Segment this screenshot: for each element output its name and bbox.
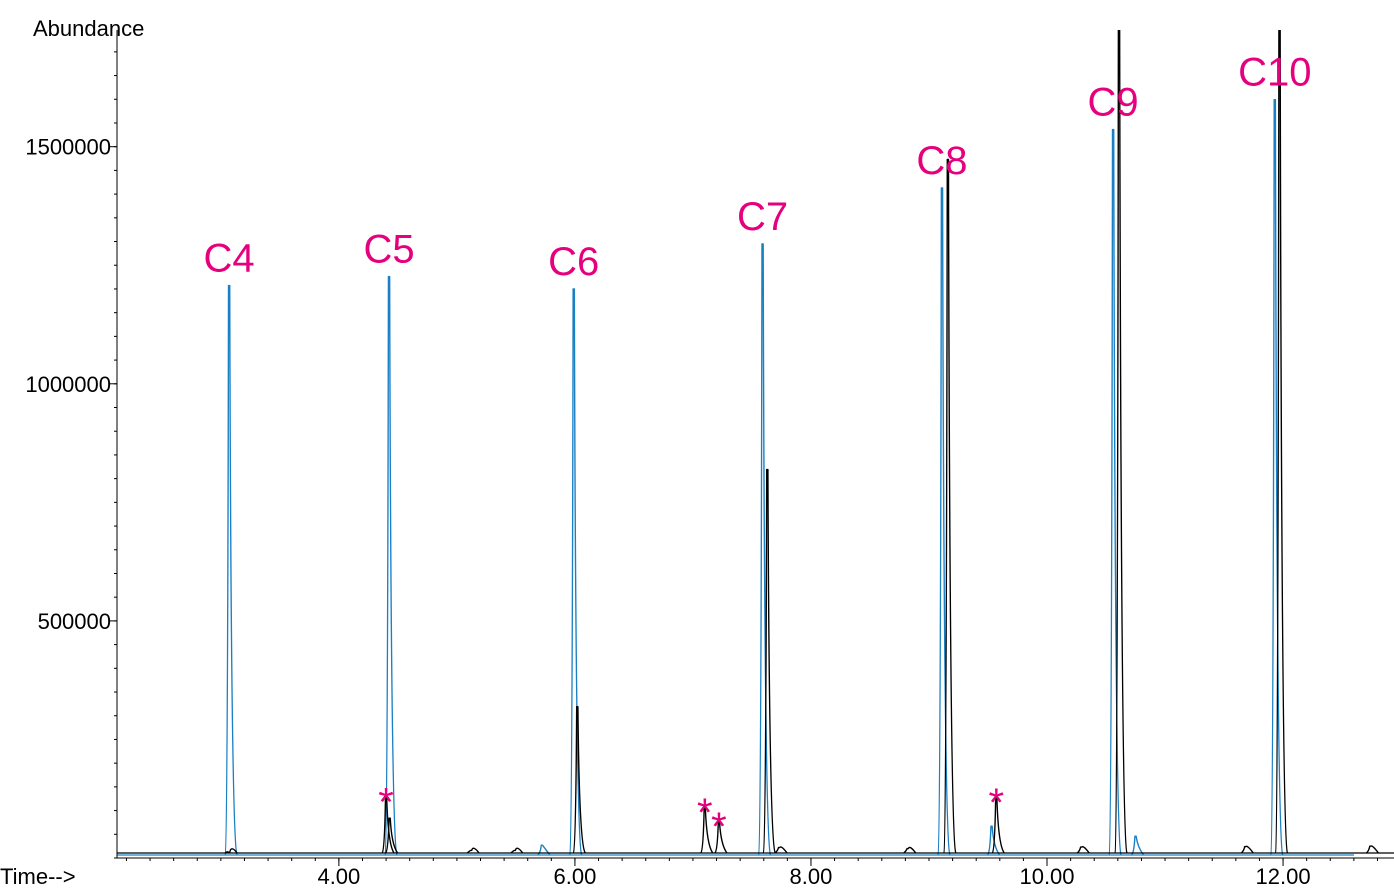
peak	[943, 158, 957, 854]
peak	[1076, 845, 1090, 854]
peak	[1270, 99, 1284, 856]
peak	[510, 847, 524, 854]
peak	[991, 797, 1005, 854]
peak	[1114, 30, 1128, 854]
peak	[1274, 30, 1289, 854]
y-tick-label: 500000	[38, 609, 111, 634]
peak-label: C5	[363, 228, 414, 272]
peak	[903, 846, 917, 854]
peak-marker: *	[711, 805, 727, 849]
peak	[1240, 845, 1254, 854]
peak	[381, 796, 395, 854]
peak	[757, 243, 772, 856]
peak	[1108, 128, 1122, 856]
peak-marker: *	[697, 791, 713, 835]
x-tick-label: 12.00	[1256, 864, 1311, 889]
x-tick-label: 4.00	[317, 864, 360, 889]
y-tick-label: 1500000	[25, 135, 111, 160]
peak	[466, 847, 480, 854]
x-axis-label: Time-->	[0, 864, 76, 889]
x-tick-label: 10.00	[1019, 864, 1074, 889]
x-tick-label: 6.00	[554, 864, 597, 889]
peak-label: C6	[548, 240, 599, 284]
y-axis-label: Abundance	[33, 16, 144, 41]
peak	[986, 825, 1001, 856]
peak-label: C7	[737, 195, 788, 239]
peak	[224, 848, 238, 854]
peak	[1130, 835, 1145, 856]
peak	[714, 821, 728, 854]
peak-marker: *	[378, 780, 394, 824]
peak	[384, 275, 398, 856]
plot-area	[117, 30, 1394, 856]
peak	[572, 706, 586, 854]
peak-marker: *	[988, 781, 1004, 825]
peak	[385, 817, 399, 854]
peak	[569, 288, 583, 856]
peak	[700, 807, 714, 854]
y-tick-label: 1000000	[25, 372, 111, 397]
peak-label: C9	[1088, 81, 1139, 125]
peak-label: C8	[916, 139, 967, 183]
peak	[774, 846, 788, 854]
peak	[937, 187, 951, 856]
x-tick-label: 8.00	[790, 864, 833, 889]
peak	[1365, 845, 1379, 854]
peak-label: C4	[204, 237, 255, 281]
peak	[762, 468, 776, 854]
peak	[224, 284, 238, 856]
peak-label: C10	[1238, 51, 1311, 95]
